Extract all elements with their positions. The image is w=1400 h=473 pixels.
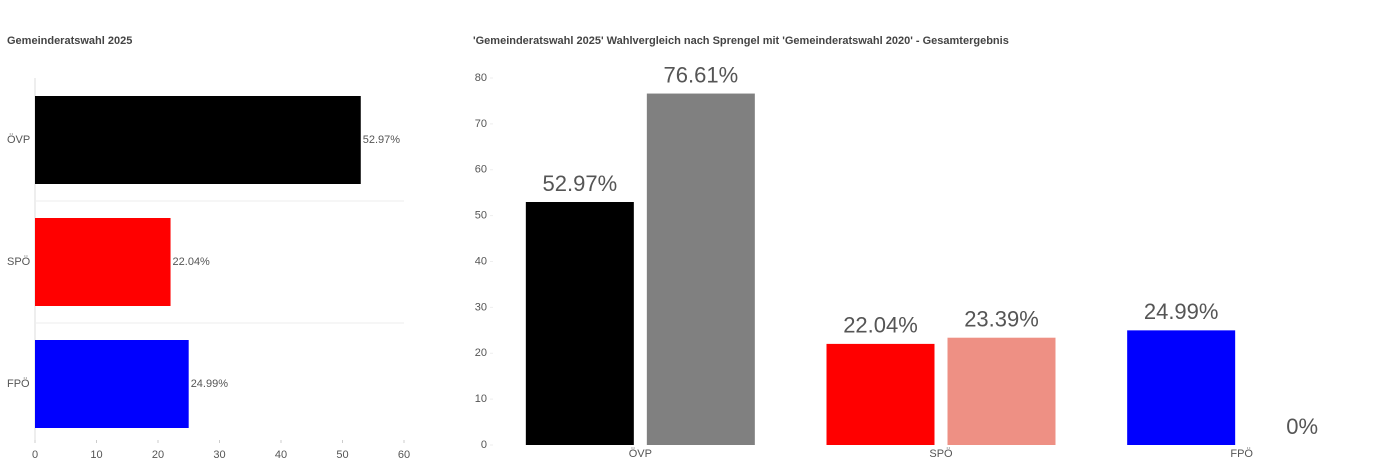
bar [646, 93, 755, 445]
category-label: FPÖ [7, 378, 30, 390]
value-label: 22.04% [173, 256, 211, 268]
x-tick-label: SPÖ [929, 448, 953, 460]
x-tick-label: 50 [336, 449, 348, 461]
y-tick-label: 50 [475, 210, 487, 222]
value-label: 23.39% [964, 307, 1039, 332]
y-tick-label: 10 [475, 393, 487, 405]
bar [35, 218, 171, 306]
value-label: 52.97% [543, 171, 618, 196]
y-tick-label: 40 [475, 255, 487, 267]
y-tick-label: 30 [475, 301, 487, 313]
y-tick-label: 60 [475, 164, 487, 176]
x-tick-label: 60 [398, 449, 410, 461]
value-label: 0% [1286, 414, 1318, 439]
bar [35, 340, 189, 428]
bar [826, 343, 935, 445]
x-tick-label: 30 [213, 449, 225, 461]
y-tick-label: 70 [475, 118, 487, 130]
bar [947, 337, 1056, 445]
x-tick-label: FPÖ [1230, 448, 1253, 460]
x-tick-label: 0 [32, 449, 38, 461]
chart-title: Gemeinderatswahl 2025 [7, 35, 132, 47]
y-tick-label: 0 [481, 439, 487, 451]
y-tick-label: 80 [475, 72, 487, 84]
category-label: SPÖ [7, 256, 31, 268]
chart-title: 'Gemeinderatswahl 2025' Wahlvergleich na… [473, 35, 1009, 47]
x-tick-label: 20 [152, 449, 164, 461]
x-tick-label: ÖVP [629, 448, 652, 460]
value-label: 76.61% [664, 62, 739, 87]
category-label: ÖVP [7, 134, 30, 146]
value-label: 22.04% [843, 313, 918, 338]
value-label: 24.99% [191, 378, 229, 390]
x-tick-label: 10 [90, 449, 102, 461]
bar [1127, 330, 1236, 445]
bar [35, 96, 361, 184]
x-tick-label: 40 [275, 449, 287, 461]
value-label: 24.99% [1144, 299, 1219, 324]
y-tick-label: 20 [475, 347, 487, 359]
bar [525, 202, 634, 445]
value-label: 52.97% [363, 134, 401, 146]
